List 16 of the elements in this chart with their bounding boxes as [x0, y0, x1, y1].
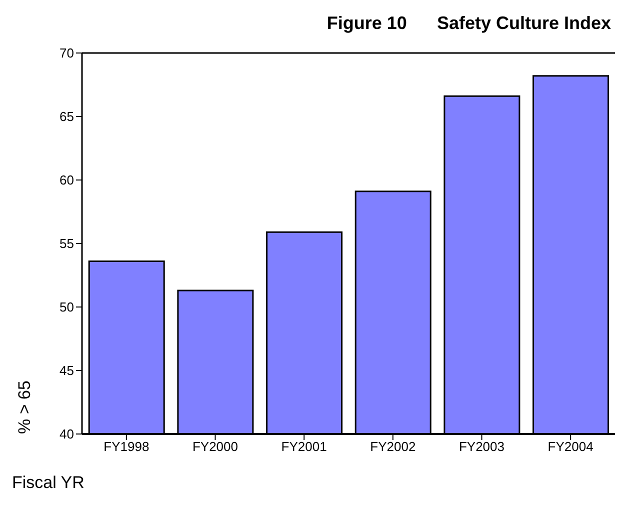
x-tick-label: FY2000 — [192, 439, 238, 454]
x-axis-title: Fiscal YR — [12, 473, 84, 493]
y-tick-label: 50 — [60, 300, 74, 315]
y-axis-title: % > 65 — [15, 380, 34, 434]
chart-title: Figure 10 Safety Culture Index — [326, 13, 611, 34]
y-tick-label: 45 — [60, 363, 74, 378]
x-tick-label: FY2001 — [281, 439, 327, 454]
y-tick-label: 70 — [60, 46, 74, 61]
y-tick-label: 55 — [60, 236, 74, 252]
y-tick-label: 40 — [60, 426, 74, 442]
x-tick-label: FY2002 — [370, 439, 416, 454]
x-tick-label: FY1998 — [104, 439, 150, 454]
y-tick-label: 60 — [60, 172, 74, 188]
x-tick-label: FY2003 — [458, 439, 505, 454]
x-tick-label: FY2004 — [548, 439, 594, 454]
y-tick-label: 65 — [60, 109, 74, 124]
